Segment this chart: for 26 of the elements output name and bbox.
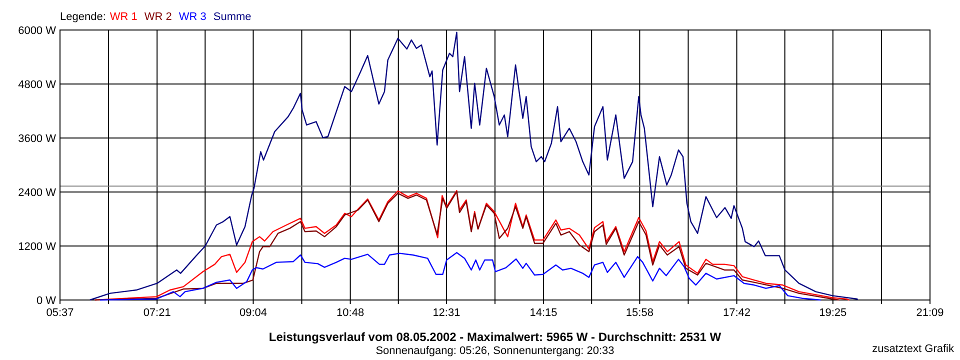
text: Summe — [213, 11, 252, 23]
text: WR 1 — [110, 11, 138, 23]
line-series — [99, 252, 822, 301]
y-tick-label: 1200 W — [18, 241, 57, 253]
y-tick-label: 6000 W — [18, 25, 57, 37]
line-series — [89, 32, 858, 301]
y-tick-label: 2400 W — [18, 187, 57, 199]
y-tick-label: 0 W — [36, 295, 57, 307]
x-tick-label: 15:58 — [626, 307, 654, 319]
x-tick-label: 10:48 — [336, 307, 364, 319]
x-tick-label: 14:15 — [530, 307, 558, 319]
y-tick-label: 4800 W — [18, 79, 57, 91]
legend-title: Legende: — [60, 11, 106, 23]
text: WR 3 — [178, 11, 206, 23]
x-tick-label: 05:37 — [46, 307, 74, 319]
x-tick-label: 17:42 — [723, 307, 751, 319]
text: Leistungsverlauf vom 08.05.2002 - Maximalwert: 5965 W - Durchschnitt: 2531 W — [268, 330, 722, 344]
text: WR 2 — [144, 11, 172, 23]
x-tick-label: 09:04 — [239, 307, 267, 319]
x-tick-label: 21:09 — [916, 307, 944, 319]
x-tick-label: 07:21 — [143, 307, 171, 319]
text: Sonnenaufgang: 05:26, Sonnenuntergang: 20:33 — [376, 345, 614, 357]
text: zusatztext Grafik — [872, 343, 954, 355]
y-tick-label: 3600 W — [18, 133, 57, 145]
x-tick-label: 12:31 — [432, 307, 460, 319]
x-tick-label: 19:25 — [819, 307, 847, 319]
